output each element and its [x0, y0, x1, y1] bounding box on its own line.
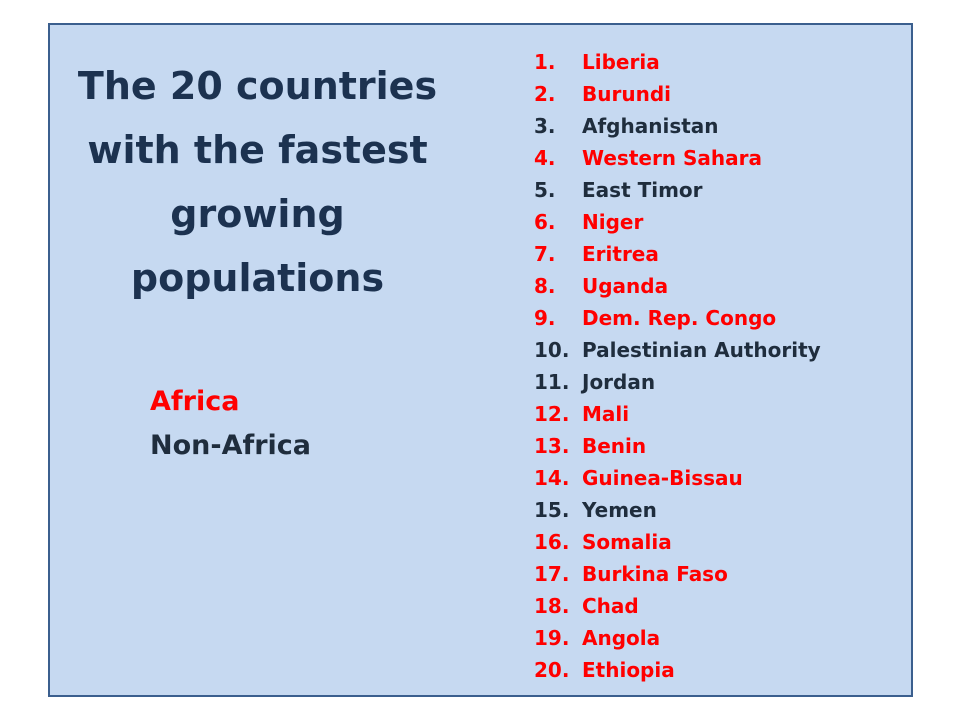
- item-number: 10.: [534, 338, 570, 362]
- item-name: Guinea-Bissau: [582, 466, 743, 490]
- item-number: 16.: [534, 530, 570, 554]
- item-name: Uganda: [582, 274, 669, 298]
- item-number: 1.: [534, 50, 556, 74]
- item-name: Burkina Faso: [582, 562, 728, 586]
- item-number: 7.: [534, 242, 556, 266]
- item-name: Benin: [582, 434, 647, 458]
- item-name: Afghanistan: [582, 114, 719, 138]
- item-name: Palestinian Authority: [582, 338, 821, 362]
- title-line: growing: [170, 192, 345, 236]
- item-name: Chad: [582, 594, 639, 618]
- item-number: 2.: [534, 82, 556, 106]
- item-number: 3.: [534, 114, 556, 138]
- item-name: Angola: [582, 626, 661, 650]
- item-number: 19.: [534, 626, 570, 650]
- item-name: Niger: [582, 210, 644, 234]
- item-number: 6.: [534, 210, 556, 234]
- item-number: 5.: [534, 178, 556, 202]
- item-name: Mali: [582, 402, 630, 426]
- item-name: Ethiopia: [582, 658, 675, 682]
- title-line: populations: [130, 256, 385, 300]
- legend-entry: Non-Africa: [150, 430, 312, 461]
- item-name: Dem. Rep. Congo: [582, 306, 777, 330]
- item-name: Somalia: [582, 530, 672, 554]
- item-name: East Timor: [582, 178, 703, 202]
- item-number: 20.: [534, 658, 570, 682]
- item-number: 9.: [534, 306, 556, 330]
- item-name: Jordan: [582, 370, 656, 394]
- item-name: Burundi: [582, 82, 671, 106]
- item-number: 18.: [534, 594, 570, 618]
- item-number: 17.: [534, 562, 570, 586]
- item-name: Western Sahara: [582, 146, 762, 170]
- item-name: Eritrea: [582, 242, 659, 266]
- item-number: 13.: [534, 434, 570, 458]
- item-number: 12.: [534, 402, 570, 426]
- item-number: 8.: [534, 274, 556, 298]
- title-line: The 20 countries: [77, 64, 438, 108]
- item-number: 14.: [534, 466, 570, 490]
- item-number: 11.: [534, 370, 570, 394]
- item-name: Yemen: [582, 498, 657, 522]
- item-number: 15.: [534, 498, 570, 522]
- item-name: Liberia: [582, 50, 660, 74]
- title-line: with the fastest: [87, 128, 428, 172]
- panel: [48, 23, 913, 697]
- legend-entry: Africa: [150, 386, 240, 417]
- item-number: 4.: [534, 146, 556, 170]
